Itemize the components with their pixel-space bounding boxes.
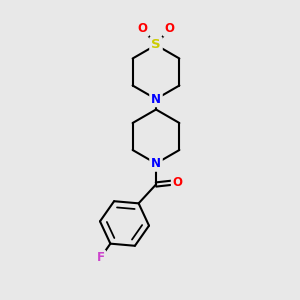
Text: O: O <box>164 22 175 35</box>
Text: F: F <box>96 251 104 264</box>
Text: N: N <box>151 92 161 106</box>
Text: O: O <box>172 176 183 189</box>
Text: S: S <box>151 38 161 52</box>
Text: N: N <box>151 157 161 170</box>
Text: O: O <box>137 22 148 35</box>
